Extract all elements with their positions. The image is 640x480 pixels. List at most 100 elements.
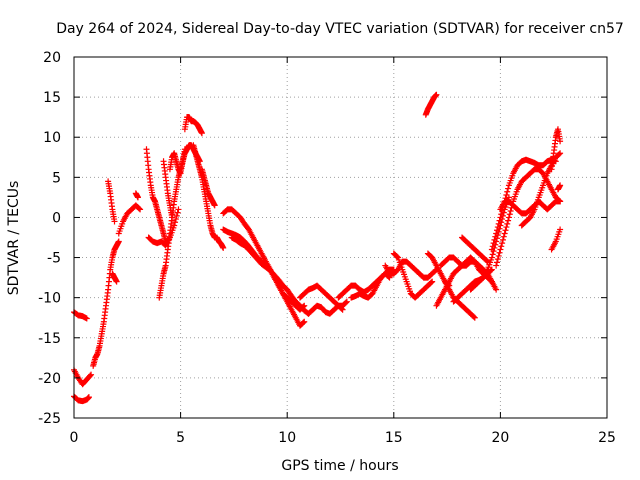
- series-arc30: [441, 278, 478, 321]
- series-arc18: [220, 226, 308, 329]
- data-point: [172, 216, 179, 223]
- data-point: [503, 224, 510, 231]
- data-point: [505, 214, 512, 221]
- data-point: [497, 246, 504, 253]
- x-tick-label: 25: [598, 430, 616, 446]
- x-tick-label: 10: [278, 430, 296, 446]
- series-arc39: [548, 226, 564, 253]
- series-arc9: [143, 146, 169, 245]
- y-tick-label: -15: [38, 331, 61, 347]
- data-point: [507, 208, 514, 215]
- series-arc36: [497, 198, 564, 217]
- data-point: [85, 394, 92, 401]
- data-point: [504, 220, 511, 227]
- series-arc5: [105, 178, 118, 225]
- data-point: [493, 259, 500, 266]
- data-point: [470, 313, 477, 320]
- axis-ticks: [73, 56, 608, 419]
- series-arc23: [348, 270, 393, 301]
- data-point: [505, 217, 512, 224]
- series-arc38: [548, 126, 564, 173]
- data-point: [488, 267, 495, 274]
- y-tick-label: -20: [38, 371, 61, 387]
- series-arc21: [305, 302, 346, 317]
- series-arc19: [228, 234, 312, 317]
- data-point: [115, 238, 122, 245]
- data-point: [495, 252, 502, 259]
- data-point: [495, 220, 502, 227]
- data-point: [211, 202, 218, 209]
- data-point: [175, 206, 182, 213]
- y-tick-labels: -25 -20 -15 -10 -5 0 5 10 15 20: [38, 50, 61, 427]
- data-point: [505, 185, 512, 192]
- data-point: [557, 138, 564, 145]
- data-point: [174, 209, 181, 216]
- series-arc16: [198, 166, 218, 209]
- data-point: [433, 91, 440, 98]
- data-point: [500, 233, 507, 240]
- data-point: [496, 249, 503, 256]
- y-tick-label: -25: [38, 411, 61, 427]
- series-arc13: [166, 146, 188, 177]
- data-point: [113, 278, 120, 285]
- series-arc26: [422, 91, 440, 118]
- y-axis-label: SDTVAR / TECUs: [6, 181, 22, 296]
- data-point: [83, 315, 90, 322]
- chart-title: Day 264 of 2024, Sidereal Day-to-day VTE…: [56, 21, 624, 37]
- data-point: [137, 206, 144, 213]
- data-point: [471, 314, 478, 321]
- data-point: [501, 230, 508, 237]
- data-point: [489, 243, 496, 250]
- x-tick-label: 20: [491, 430, 509, 446]
- data-point: [88, 371, 95, 378]
- data-point: [498, 243, 505, 250]
- data-point: [483, 257, 490, 264]
- data-point: [499, 240, 506, 247]
- data-point: [429, 278, 436, 285]
- grid: [74, 57, 607, 418]
- x-tick-label: 5: [176, 430, 185, 446]
- data-point: [136, 205, 143, 212]
- data-point: [492, 233, 499, 240]
- data-point: [494, 224, 501, 231]
- data-point: [557, 198, 564, 205]
- data-point: [173, 212, 180, 219]
- series-arc4: [90, 238, 122, 369]
- data-point: [488, 246, 495, 253]
- data-point: [493, 262, 500, 269]
- data-point: [493, 227, 500, 234]
- series-arc8: [132, 190, 141, 201]
- y-tick-label: 0: [52, 210, 61, 226]
- data-point: [489, 251, 496, 258]
- series-arc29: [437, 254, 500, 293]
- data-point: [496, 217, 503, 224]
- data-point: [502, 227, 509, 234]
- data-point: [338, 305, 345, 312]
- x-tick-labels: 0 5 10 15 20 25: [70, 430, 616, 446]
- data-point: [181, 146, 188, 153]
- data-point: [300, 319, 307, 326]
- data-point: [493, 286, 500, 293]
- data-point: [494, 256, 501, 263]
- series-arc34: [488, 156, 559, 253]
- series-arc6: [109, 270, 120, 285]
- data-point: [557, 226, 564, 233]
- y-tick-label: -10: [38, 291, 61, 307]
- y-tick-label: -5: [47, 251, 61, 267]
- y-tick-label: 15: [43, 90, 61, 106]
- data-point: [499, 236, 506, 243]
- series-arc14: [181, 114, 205, 137]
- data-point: [506, 211, 513, 218]
- data-point: [491, 236, 498, 243]
- data-point: [339, 306, 346, 313]
- x-tick-label: 0: [70, 430, 79, 446]
- data-point: [497, 214, 504, 221]
- data-point: [490, 240, 497, 247]
- series-arc40: [554, 182, 564, 193]
- data-point: [503, 191, 510, 198]
- data-point: [557, 150, 564, 157]
- x-tick-label: 15: [385, 430, 403, 446]
- data-point: [343, 299, 350, 306]
- data-point: [169, 214, 176, 221]
